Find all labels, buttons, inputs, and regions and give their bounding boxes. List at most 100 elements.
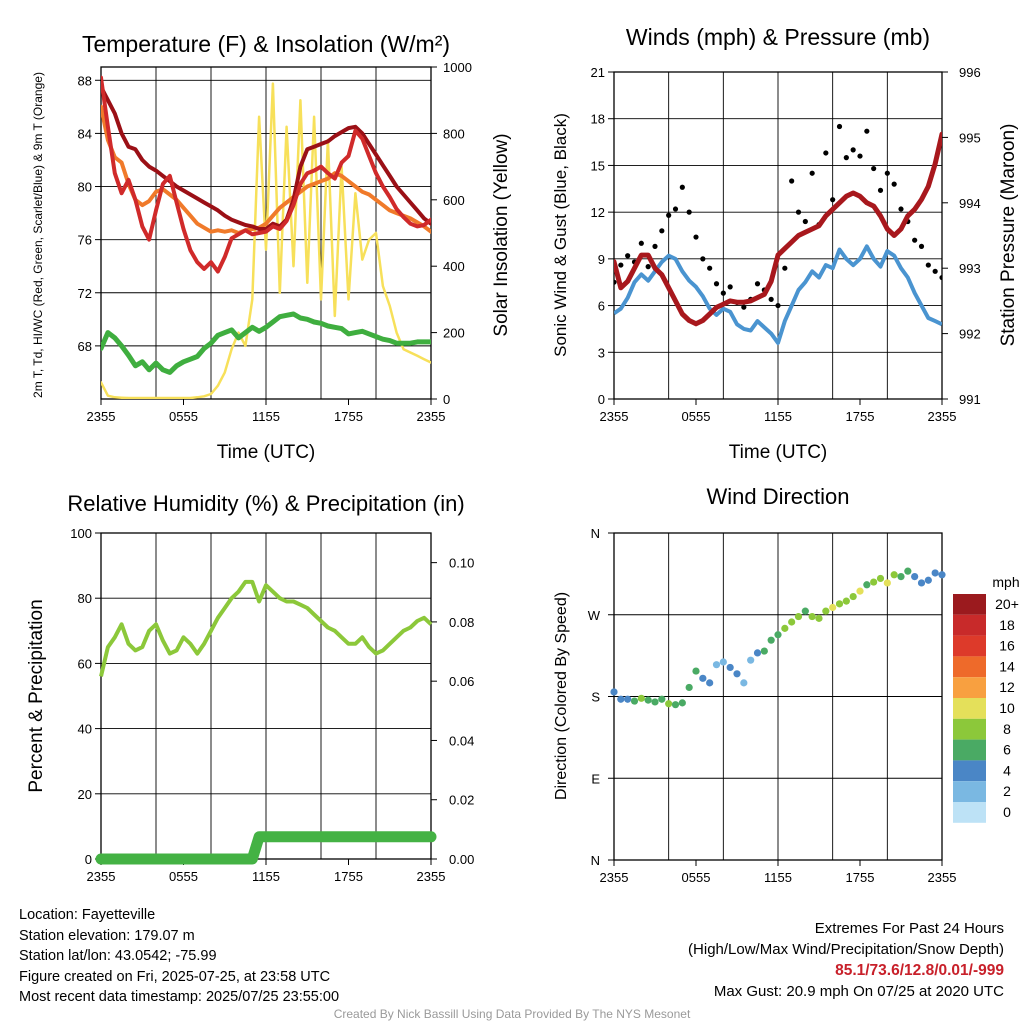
x-tick-label: 2355 (417, 869, 446, 884)
direction-point (822, 607, 830, 615)
colorbar-swatch (953, 614, 986, 636)
direction-point (917, 579, 926, 587)
gust-point (679, 184, 685, 190)
y2-tick-label: 994 (959, 196, 981, 211)
y-tick-label: 60 (78, 656, 92, 671)
temperature-ylabel: 2m T, Td, HI/WC (Red, Green, Scarlet/Blu… (31, 72, 45, 398)
x-tick-label: 1155 (252, 409, 280, 424)
gust-point (939, 274, 942, 281)
x-tick-label: 2355 (417, 409, 446, 424)
recent-timestamp: Most recent data timestamp: 2025/07/25 2… (19, 989, 340, 1005)
humidity-title: Relative Humidity (%) & Precipitation (i… (67, 491, 464, 516)
gust-point (652, 243, 658, 249)
series-solar-insolation (101, 82, 431, 399)
gust-point (618, 262, 624, 268)
y2-tick-label: 0.08 (449, 615, 474, 630)
colorbar-label: 14 (999, 658, 1015, 674)
colorbar-swatch (953, 739, 986, 761)
gust-point (836, 123, 843, 130)
x-tick-label: 1755 (334, 869, 363, 884)
gust-point (898, 206, 904, 212)
gust-point (864, 128, 870, 134)
extremes-subtitle: (High/Low/Max Wind/Precipitation/Snow De… (688, 941, 1004, 958)
gust-point (659, 228, 665, 234)
direction-point (829, 603, 837, 612)
x-tick-label: 0555 (169, 869, 198, 884)
direction-point (815, 614, 823, 622)
direction-point (897, 573, 905, 581)
y-tick-label: 80 (78, 591, 92, 606)
x-tick-label: 1755 (334, 409, 363, 424)
y-tick-label: 40 (78, 722, 92, 737)
winds-xlabel: Time (UTC) (729, 442, 828, 463)
direction-point (890, 571, 898, 579)
gust-point (672, 206, 679, 212)
direction-point (856, 587, 864, 595)
gust-point (843, 155, 849, 161)
direction-point (911, 573, 919, 581)
direction-point (753, 649, 762, 657)
direction-point (706, 679, 714, 687)
y-tick-label: E (591, 771, 600, 786)
x-tick-label: 2355 (600, 870, 629, 885)
gust-point (871, 165, 877, 172)
x-tick-label: 2355 (87, 409, 116, 424)
direction-point (801, 607, 809, 615)
gust-point (884, 170, 890, 176)
series-td (101, 311, 431, 375)
direction-point (808, 612, 816, 621)
y-tick-label: N (591, 853, 600, 868)
x-tick-label: 2355 (928, 409, 957, 424)
gust-point (912, 237, 918, 243)
colorbar-label: 4 (1003, 762, 1011, 778)
direction-point (870, 578, 878, 586)
colorbar-swatch (953, 698, 986, 719)
humidity-panel: Relative Humidity (%) & Precipitation (i… (26, 491, 474, 884)
gust-point (830, 197, 836, 203)
y2-tick-label: 600 (443, 193, 465, 208)
colorbar-swatch (953, 594, 986, 615)
winds-panel: Winds (mph) & Pressure (mb) 2355 0555 1155… (551, 24, 1019, 463)
series-2m-t (101, 75, 431, 274)
x-tick-label: 0555 (682, 409, 711, 424)
x-tick-label: 2355 (600, 409, 629, 424)
credit-line: Created By Nick Bassill Using Data Provi… (333, 1007, 691, 1021)
gust-point (802, 218, 808, 225)
direction-point (665, 700, 673, 708)
direction-point (685, 683, 693, 692)
temperature-panel: Temperature (F) & Insolation (W/m²) 2355… (31, 31, 512, 463)
station-location: Location: Fayetteville (19, 907, 156, 923)
y2-tick-label: 993 (959, 261, 981, 276)
y2-tick-label: 0 (443, 392, 450, 407)
y-tick-label: 15 (591, 158, 605, 173)
y-tick-label: 72 (78, 286, 92, 301)
gust-point (686, 209, 692, 215)
y-tick-label: W (588, 608, 601, 623)
gust-point (795, 209, 802, 215)
colorbar-swatch (953, 781, 986, 802)
gust-point (720, 290, 726, 296)
direction-point (733, 670, 741, 678)
gust-point (707, 265, 713, 271)
y2-tick-label: 0.00 (449, 852, 474, 867)
x-tick-label: 0555 (682, 870, 711, 885)
direction-point (644, 696, 652, 704)
direction-ylabel: Direction (Colored By Speed) (553, 592, 570, 800)
y2-tick-label: 800 (443, 126, 465, 141)
temperature-xlabel: Time (UTC) (217, 442, 316, 463)
direction-point (849, 592, 857, 601)
y-tick-label: N (591, 526, 600, 541)
gust-point (857, 153, 863, 159)
direction-point (938, 571, 946, 579)
y-tick-label: 18 (591, 112, 605, 127)
direction-point (726, 663, 734, 672)
direction-point (876, 574, 885, 583)
insolation-ylabel: Solar Insolation (Yellow) (491, 133, 512, 336)
humidity-ylabel: Percent & Precipitation (26, 599, 47, 792)
series-9m-t (101, 104, 431, 235)
colorbar-label: 0 (1003, 804, 1011, 820)
winds-ylabel: Sonic Wind & Gust (Blue, Black) (551, 113, 570, 357)
gust-point (754, 281, 761, 287)
direction-point (760, 647, 768, 655)
